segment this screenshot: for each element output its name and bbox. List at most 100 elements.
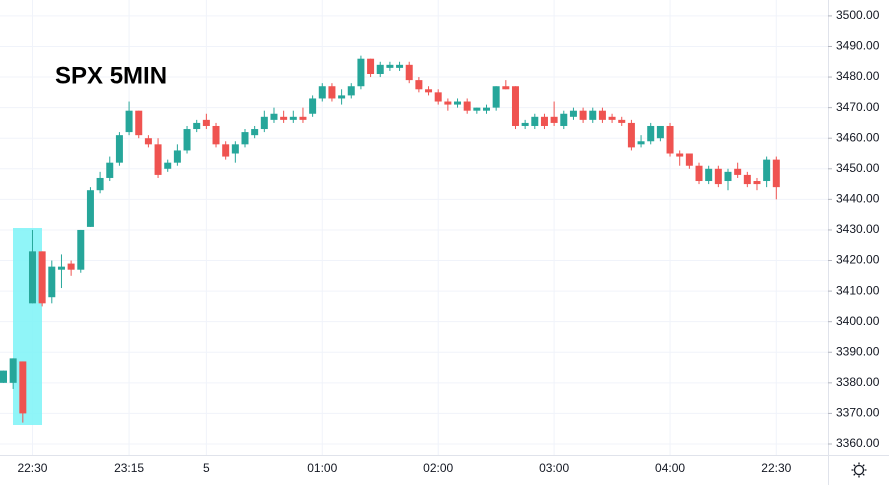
settings-icon[interactable] xyxy=(851,462,867,478)
candle-body xyxy=(318,86,326,99)
candle-body xyxy=(164,162,172,169)
candle-body xyxy=(193,122,201,130)
candle-body xyxy=(656,125,664,139)
y-tick-label: 3440.00 xyxy=(836,192,880,206)
candle-body xyxy=(309,98,317,114)
candle-body xyxy=(714,168,722,185)
candle-body xyxy=(154,144,162,175)
candle-body xyxy=(251,129,259,136)
x-tick-label: 5 xyxy=(203,461,210,475)
y-tick-label: 3410.00 xyxy=(836,283,880,297)
candle-body xyxy=(260,116,268,130)
candle-body xyxy=(647,125,655,142)
candle-body xyxy=(521,122,529,126)
candle-body xyxy=(753,181,761,185)
candle-body xyxy=(367,58,375,74)
candle-body xyxy=(115,135,123,163)
y-tick-label: 3430.00 xyxy=(836,222,880,236)
candle-body xyxy=(502,86,510,90)
candle-body xyxy=(415,80,423,90)
y-tick-label: 3360.00 xyxy=(836,436,880,450)
x-tick-label: 01:00 xyxy=(307,461,337,475)
candle-body xyxy=(386,64,394,68)
candle-body xyxy=(724,171,732,182)
candle-body xyxy=(328,86,336,99)
y-tick-label: 3490.00 xyxy=(836,39,880,53)
candle-body xyxy=(560,113,568,126)
candle-body xyxy=(338,95,346,99)
y-tick-label: 3460.00 xyxy=(836,130,880,144)
candle-body xyxy=(212,125,220,145)
y-tick-label: 3470.00 xyxy=(836,100,880,114)
candle-body xyxy=(289,116,297,120)
candle-body xyxy=(483,107,490,111)
candle-body xyxy=(19,361,27,414)
x-tick-label: 02:00 xyxy=(423,461,453,475)
candle-body xyxy=(38,251,46,304)
candle-body xyxy=(666,125,674,154)
candle-body xyxy=(173,150,181,163)
candle-body xyxy=(222,144,230,157)
candle-body xyxy=(135,110,143,136)
candle-body xyxy=(280,116,288,120)
x-tick-label: 04:00 xyxy=(655,461,685,475)
candle-body xyxy=(57,266,65,270)
chart-title: SPX 5MIN xyxy=(55,62,167,89)
candles xyxy=(0,55,780,423)
candle-body xyxy=(357,58,365,87)
candle-body xyxy=(531,116,539,126)
candle-body xyxy=(569,110,577,117)
candle-body xyxy=(96,177,104,191)
axis-labels: 3360.00 3370.00 3380.00 3390.00 3400.00 3410.… xyxy=(17,8,879,475)
candle-body xyxy=(734,168,742,175)
candle-body xyxy=(241,132,249,145)
candle-body xyxy=(299,116,307,120)
candle-body xyxy=(695,165,703,182)
y-tick-label: 3500.00 xyxy=(836,8,880,22)
candle-body xyxy=(67,263,75,270)
candle-body xyxy=(405,64,413,81)
candle-body xyxy=(125,110,133,133)
candle-body xyxy=(743,174,751,185)
grid xyxy=(0,0,828,455)
candle-body xyxy=(550,116,558,123)
candle-body xyxy=(9,358,17,383)
candle-body xyxy=(202,119,210,126)
candle-body xyxy=(763,159,771,182)
candle-body xyxy=(231,144,239,154)
y-tick-label: 3480.00 xyxy=(836,69,880,83)
candle-body xyxy=(463,101,471,111)
candle-body xyxy=(637,141,645,145)
candle-body xyxy=(270,113,278,120)
candle-body xyxy=(425,89,433,93)
candle-body xyxy=(598,110,606,120)
candle-body xyxy=(0,370,7,383)
candle-body xyxy=(434,92,442,102)
candle-body xyxy=(608,116,616,120)
y-tick-label: 3370.00 xyxy=(836,406,880,420)
candle-body xyxy=(28,251,36,304)
candle-body xyxy=(144,138,152,145)
y-tick-label: 3390.00 xyxy=(836,344,880,358)
candle-body xyxy=(676,153,684,157)
y-tick-label: 3380.00 xyxy=(836,375,880,389)
candle-body xyxy=(627,122,635,148)
candle-body xyxy=(772,159,780,188)
candle-body xyxy=(685,153,693,166)
candle-body xyxy=(183,129,191,151)
candle-body xyxy=(106,162,114,178)
candle-body xyxy=(705,168,713,182)
candle-body xyxy=(86,190,94,227)
candle-body xyxy=(396,64,404,68)
highlight-box xyxy=(13,228,42,425)
candle-body xyxy=(618,119,626,123)
x-tick-label: 23:15 xyxy=(114,461,144,475)
y-tick-label: 3420.00 xyxy=(836,253,880,267)
candle-body xyxy=(347,86,355,96)
x-tick-label: 22:30 xyxy=(761,461,791,475)
x-tick-label: 22:30 xyxy=(17,461,47,475)
x-tick-label: 03:00 xyxy=(539,461,569,475)
candle-body xyxy=(48,266,56,298)
